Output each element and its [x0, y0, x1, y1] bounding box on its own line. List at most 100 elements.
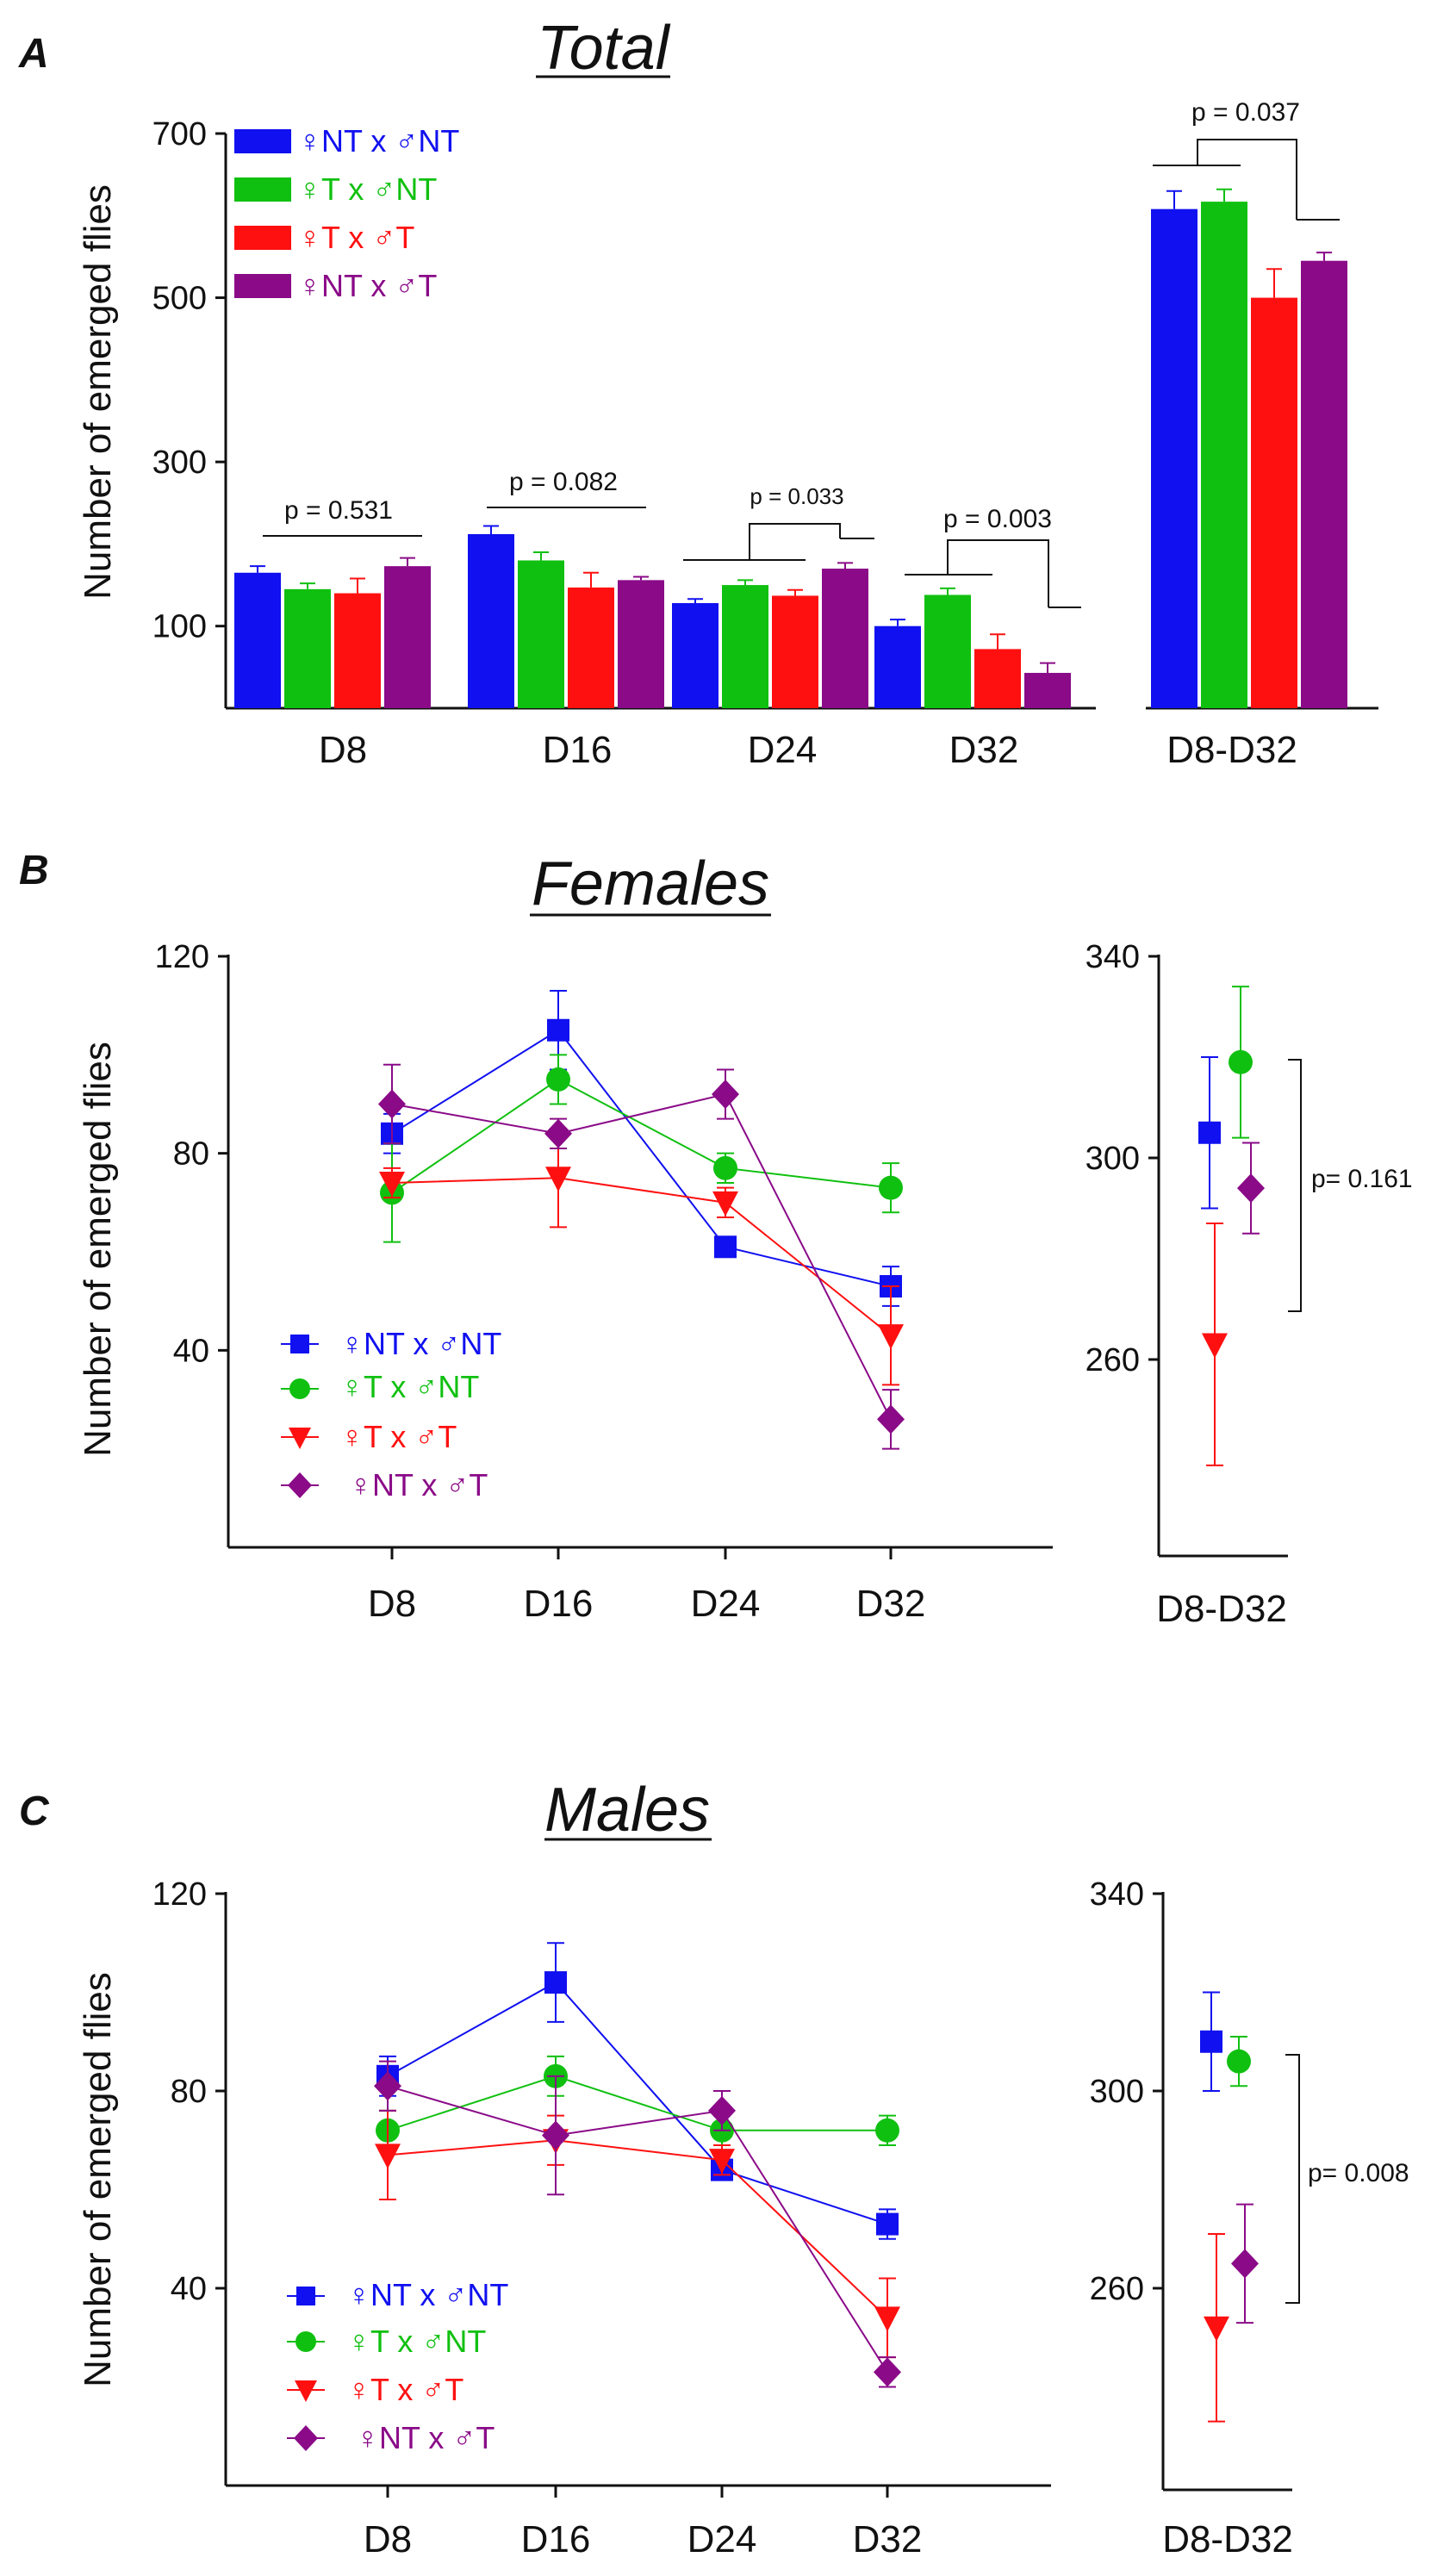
pvalue-d32: p = 0.003 — [943, 505, 1052, 533]
marker-diamond — [542, 2120, 569, 2150]
legend-label: ♀NT x ♂T — [356, 2420, 495, 2455]
marker-square — [1200, 2030, 1222, 2053]
marker-triangle — [289, 1428, 311, 1449]
legend-label: ♀T x ♂T — [347, 2372, 463, 2407]
bar-total — [1301, 260, 1347, 708]
marker-triangle — [545, 1167, 571, 1192]
bar — [822, 569, 868, 708]
panel-b-chart: Number of emerged flies 40 80 120 260 300 34… — [77, 939, 1413, 1630]
category-label-d8: D8 — [319, 729, 367, 771]
legend-label: ♀T x ♂NT — [340, 1369, 479, 1404]
marker-diamond — [374, 2071, 401, 2101]
marker-circle — [713, 1155, 737, 1180]
legend-label: ♀T x ♂T — [340, 1419, 457, 1454]
marker-circle — [1227, 2049, 1251, 2074]
panel-c-ylabel: Number of emerged flies — [77, 1972, 119, 2387]
marker-circle — [289, 1378, 310, 1399]
series-line — [387, 2139, 888, 2319]
category-label-d16: D16 — [521, 2518, 591, 2560]
category-label-d32: D32 — [856, 1583, 926, 1625]
pvalue-d8: p = 0.531 — [284, 496, 393, 525]
series-line — [391, 1092, 892, 1420]
category-label-d24: D24 — [748, 729, 818, 771]
marker-triangle — [878, 1324, 904, 1350]
legend-a: ♀NT x ♂NT ♀T x ♂NT ♀T x ♂T ♀NT x ♂T — [234, 123, 459, 303]
marker-diamond — [544, 1118, 572, 1148]
legend-c: ♀NT x ♂NT ♀T x ♂NT ♀T x ♂T ♀NT x ♂T — [287, 2277, 508, 2455]
y-tick-label: 340 — [1086, 939, 1140, 975]
bar-total — [1151, 208, 1198, 709]
legend-label: ♀NT x ♂T — [349, 1467, 488, 1503]
marker-triangle — [379, 1171, 405, 1197]
marker-diamond — [294, 2425, 318, 2451]
marker-diamond — [1237, 1173, 1265, 1204]
bar — [672, 603, 718, 708]
legend-label: ♀NT x ♂NT — [340, 1326, 501, 1361]
legend-label: ♀NT x ♂NT — [298, 123, 459, 159]
category-label-d16: D16 — [543, 729, 613, 771]
bar-total — [1201, 202, 1247, 708]
legend-swatch — [234, 274, 291, 298]
marker-triangle — [1202, 1333, 1228, 1359]
legend-label: ♀NT x ♂T — [298, 268, 437, 303]
marker-diamond — [1231, 2249, 1259, 2279]
marker-triangle — [1204, 2316, 1229, 2342]
series-line — [391, 1029, 892, 1287]
series-line — [387, 2085, 888, 2373]
category-label-d32: D32 — [949, 729, 1019, 771]
category-label-d8: D8 — [368, 1583, 416, 1625]
marker-square — [547, 1018, 569, 1042]
bar — [468, 533, 514, 708]
legend-label: ♀T x ♂T — [298, 220, 414, 255]
marker-diamond — [877, 1404, 905, 1434]
y-tick-label: 80 — [173, 1136, 209, 1173]
y-tick-label: 120 — [155, 939, 209, 975]
marker-circle — [295, 2331, 316, 2352]
marker-triangle — [375, 2144, 401, 2169]
marker-circle — [875, 2118, 899, 2143]
series-line — [387, 1981, 888, 2225]
marker-circle — [1229, 1049, 1253, 1074]
bar — [772, 595, 818, 708]
category-label-d8-d32: D8-D32 — [1162, 2518, 1293, 2560]
bar — [974, 649, 1021, 708]
pvalue-d16: p = 0.082 — [509, 468, 618, 496]
panel-title-females: Females — [532, 849, 769, 918]
series-line — [391, 1177, 892, 1336]
marker-square — [290, 1335, 309, 1353]
legend-label: ♀T x ♂NT — [347, 2324, 486, 2359]
marker-triangle — [295, 2380, 317, 2402]
pvalue-total-a: p = 0.037 — [1191, 98, 1300, 127]
marker-diamond — [874, 2357, 901, 2387]
y-tick-label: 300 — [152, 445, 207, 481]
bar-total — [1251, 297, 1297, 708]
marker-square — [714, 1235, 737, 1259]
bar — [284, 588, 331, 708]
pvalue-total-b: p= 0.161 — [1311, 1165, 1413, 1193]
y-tick-label: 260 — [1090, 2271, 1144, 2307]
bar — [568, 587, 614, 708]
panel-title-males: Males — [544, 1776, 710, 1845]
panel-title-total: Total — [537, 14, 670, 83]
pvalue-total-c: p= 0.008 — [1308, 2159, 1409, 2187]
legend-label: ♀T x ♂NT — [298, 171, 437, 207]
bar — [234, 572, 281, 708]
category-label-d8-d32: D8-D32 — [1166, 729, 1297, 771]
legend-swatch — [234, 177, 291, 202]
series-line — [391, 1078, 892, 1194]
marker-square — [296, 2287, 315, 2305]
marker-square — [876, 2212, 899, 2236]
legend-swatch — [234, 226, 291, 250]
y-tick-label: 260 — [1086, 1342, 1140, 1378]
marker-square — [1198, 1121, 1221, 1144]
panel-letter-b: B — [19, 848, 49, 893]
bar — [924, 594, 971, 708]
bar — [618, 580, 664, 708]
marker-square — [544, 1971, 567, 1994]
y-tick-label: 120 — [152, 1876, 207, 1913]
category-label-d24: D24 — [687, 2518, 757, 2560]
y-tick-label: 300 — [1090, 2074, 1144, 2110]
y-tick-label: 40 — [171, 2271, 207, 2307]
